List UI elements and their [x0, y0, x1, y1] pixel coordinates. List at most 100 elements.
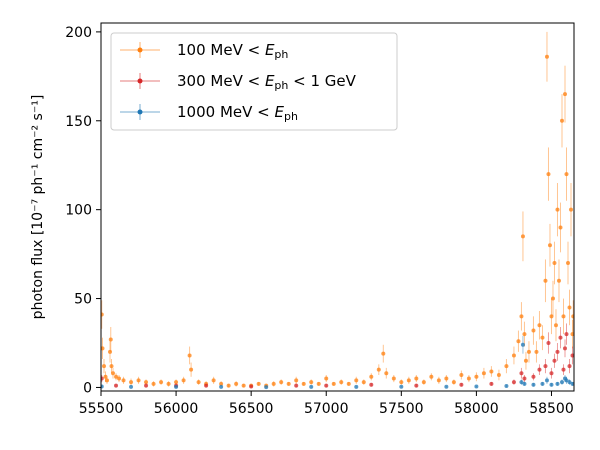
point-s2-13 [522, 381, 527, 386]
y-tick-label-3: 150 [65, 114, 92, 130]
point-s0-55 [436, 378, 441, 383]
x-tick-label-4: 57500 [379, 401, 424, 417]
point-s1-5 [249, 384, 254, 389]
point-s1-24 [562, 346, 567, 351]
legend-marker-1 [137, 78, 143, 84]
legend-label-0: 100 MeV < Eph [177, 41, 288, 61]
point-s2-14 [531, 382, 536, 387]
point-s0-80 [549, 314, 554, 319]
point-s1-23 [561, 367, 566, 372]
point-s1-14 [522, 376, 527, 381]
point-s0-36 [301, 381, 306, 386]
point-s0-66 [516, 339, 521, 344]
point-s0-1 [101, 346, 105, 351]
point-s0-74 [537, 323, 542, 328]
point-s0-89 [562, 92, 567, 97]
point-s0-42 [346, 381, 351, 386]
point-s0-59 [466, 376, 471, 381]
point-s0-56 [444, 376, 449, 381]
point-s0-46 [376, 367, 381, 372]
point-s0-5 [108, 349, 113, 354]
point-s0-52 [414, 376, 419, 381]
point-s0-84 [555, 207, 560, 212]
point-s2-23 [570, 381, 574, 386]
point-s2-12 [520, 342, 525, 347]
axes-frame [100, 22, 575, 392]
point-s0-45 [369, 374, 374, 379]
point-s0-87 [559, 118, 564, 123]
point-s0-61 [481, 371, 486, 376]
point-s0-47 [381, 351, 386, 356]
point-s2-10 [504, 384, 509, 389]
y-tick-label-4: 200 [65, 25, 92, 41]
point-s1-0 [101, 376, 104, 381]
point-s0-40 [331, 381, 336, 386]
point-s0-60 [474, 374, 479, 379]
point-s0-57 [451, 380, 456, 385]
point-s0-86 [558, 225, 563, 230]
point-s0-32 [271, 381, 276, 386]
point-s2-19 [559, 380, 564, 385]
point-s0-10 [117, 376, 122, 381]
point-s0-88 [561, 314, 566, 319]
point-s0-24 [211, 378, 216, 383]
point-s0-92 [567, 305, 572, 310]
point-s2-5 [309, 384, 314, 389]
series-2 [101, 335, 574, 390]
point-s0-44 [361, 380, 366, 385]
point-s0-58 [459, 373, 464, 377]
point-s0-54 [429, 374, 434, 379]
point-s0-51 [406, 378, 411, 383]
point-s2-9 [474, 384, 479, 389]
legend-marker-0 [137, 47, 143, 53]
point-s0-12 [129, 380, 134, 385]
point-s1-1 [114, 383, 119, 388]
point-s0-90 [564, 172, 569, 177]
point-s0-33 [279, 380, 284, 385]
point-s0-21 [189, 367, 194, 372]
point-s0-4 [105, 378, 110, 383]
point-s0-39 [324, 376, 329, 381]
x-tick-label-0: 55500 [79, 401, 124, 417]
series-1 [101, 323, 574, 389]
point-s0-28 [241, 383, 246, 388]
point-s1-20 [552, 358, 557, 363]
point-s2-7 [399, 384, 404, 389]
point-s0-13 [136, 378, 141, 383]
point-s2-22 [567, 380, 572, 385]
point-s0-26 [226, 383, 231, 388]
point-s2-18 [555, 381, 560, 386]
point-s0-18 [174, 380, 179, 385]
point-s0-63 [496, 373, 501, 377]
point-s0-43 [354, 378, 359, 383]
legend-label-2: 1000 MeV < Eph [177, 103, 298, 123]
point-s1-10 [459, 382, 464, 387]
legend-label-1: 300 MeV < Eph < 1 GeV [177, 72, 357, 92]
point-s0-62 [489, 369, 494, 374]
point-s0-41 [339, 380, 344, 385]
x-tick-label-3: 57000 [304, 401, 349, 417]
point-s0-77 [544, 54, 549, 59]
point-s1-13 [519, 371, 524, 376]
point-s2-2 [174, 384, 179, 389]
point-s2-1 [129, 384, 134, 389]
x-tick-label-6: 58500 [529, 401, 574, 417]
point-s1-4 [204, 383, 209, 388]
point-s0-93 [568, 207, 573, 212]
point-s0-79 [547, 243, 552, 248]
point-s0-37 [309, 380, 314, 385]
point-s2-17 [549, 382, 554, 387]
point-s0-15 [151, 381, 156, 386]
point-s0-25 [219, 381, 224, 386]
point-s0-78 [546, 172, 551, 177]
point-s1-19 [549, 371, 554, 376]
point-s0-22 [196, 380, 201, 385]
point-s0-20 [187, 353, 192, 358]
point-s1-8 [369, 382, 374, 387]
point-s1-11 [489, 381, 494, 386]
point-s0-7 [109, 364, 114, 369]
point-s1-26 [567, 364, 572, 369]
series-layer [101, 31, 574, 390]
point-s0-68 [520, 234, 525, 239]
point-s0-9 [114, 374, 119, 379]
